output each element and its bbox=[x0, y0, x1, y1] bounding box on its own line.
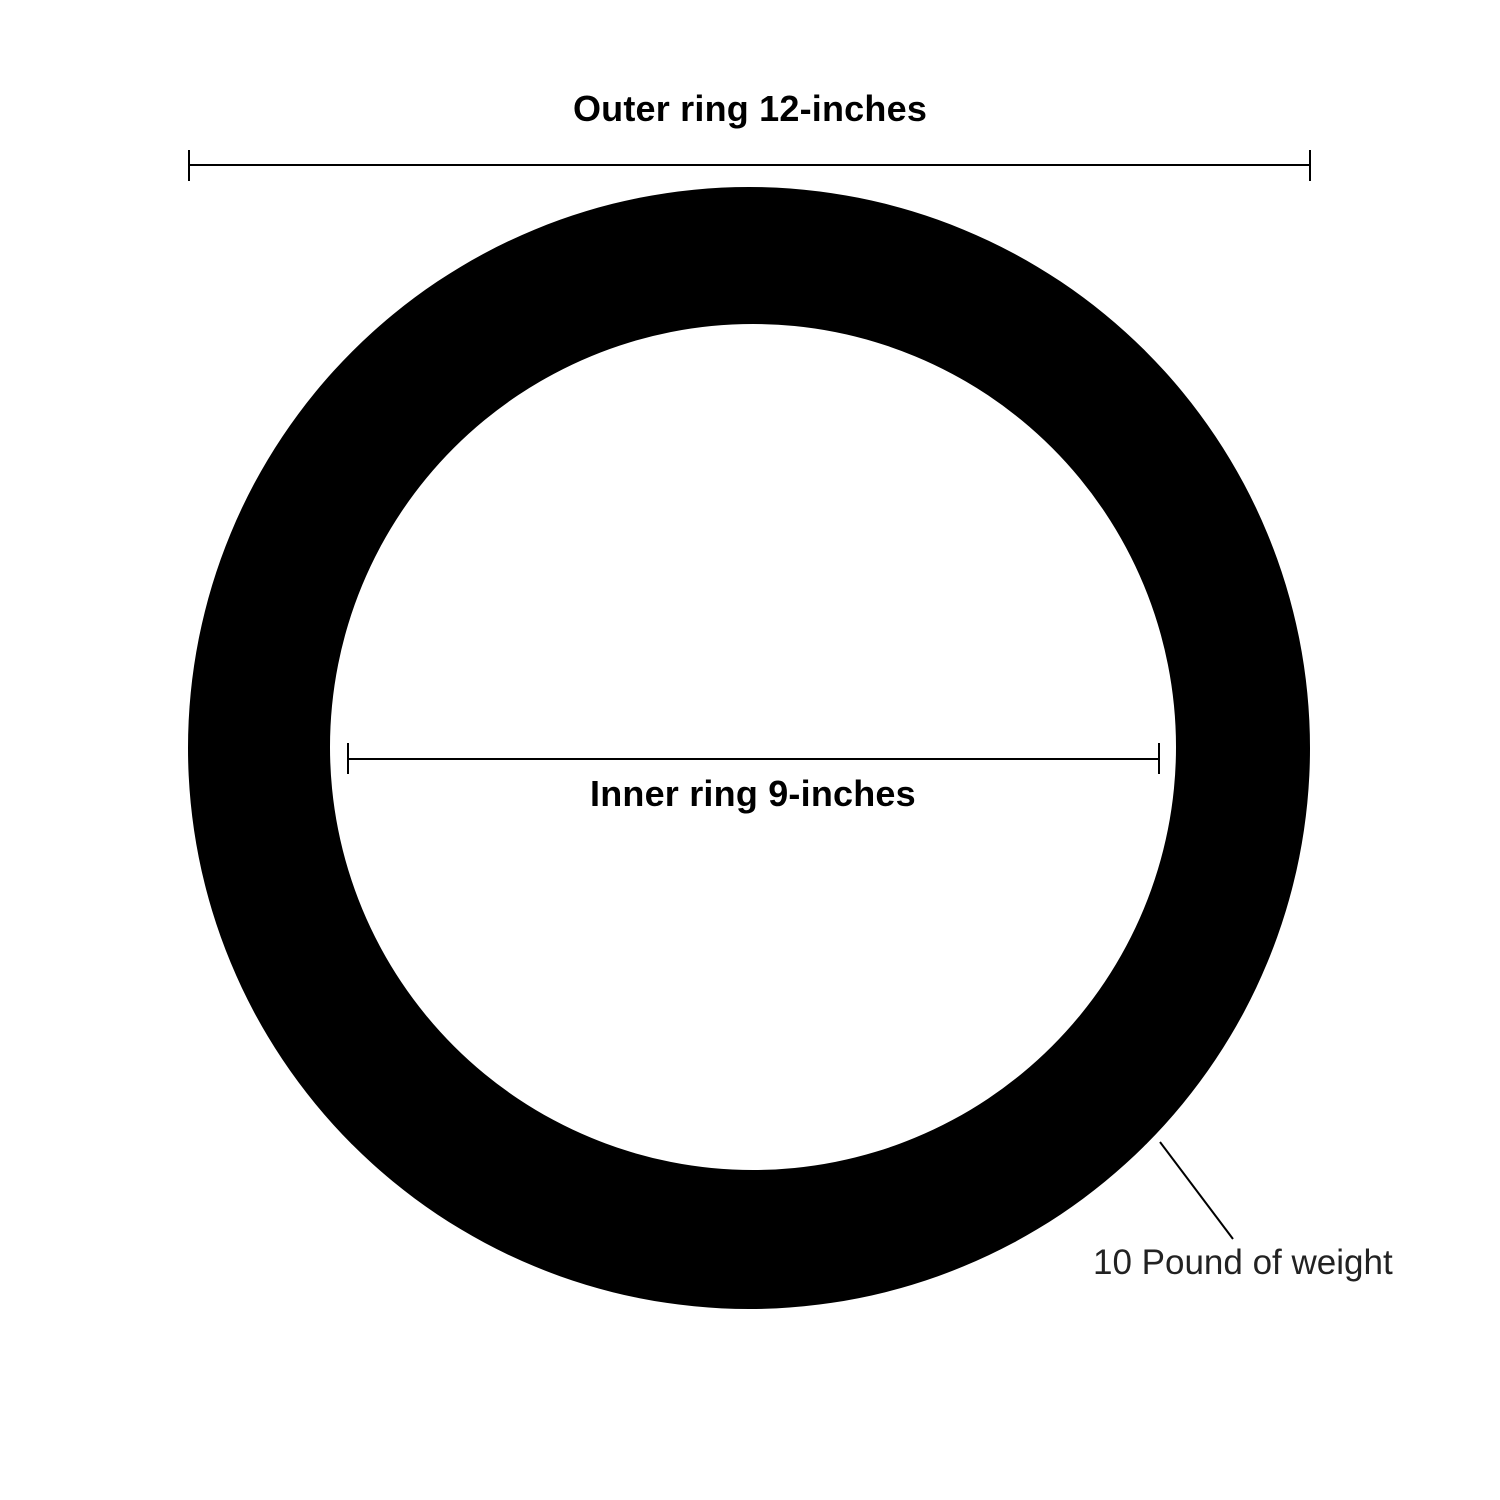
outer-dimension-line bbox=[188, 150, 1311, 181]
inner-ring-label: Inner ring 9-inches bbox=[590, 773, 916, 814]
weight-leader-line bbox=[1159, 1141, 1234, 1240]
outer-ring-label: Outer ring 12-inches bbox=[572, 88, 928, 129]
black-ring bbox=[188, 187, 1310, 1309]
weight-label: 10 Pound of weight bbox=[1093, 1243, 1393, 1282]
inner-dimension-line bbox=[347, 743, 1160, 774]
